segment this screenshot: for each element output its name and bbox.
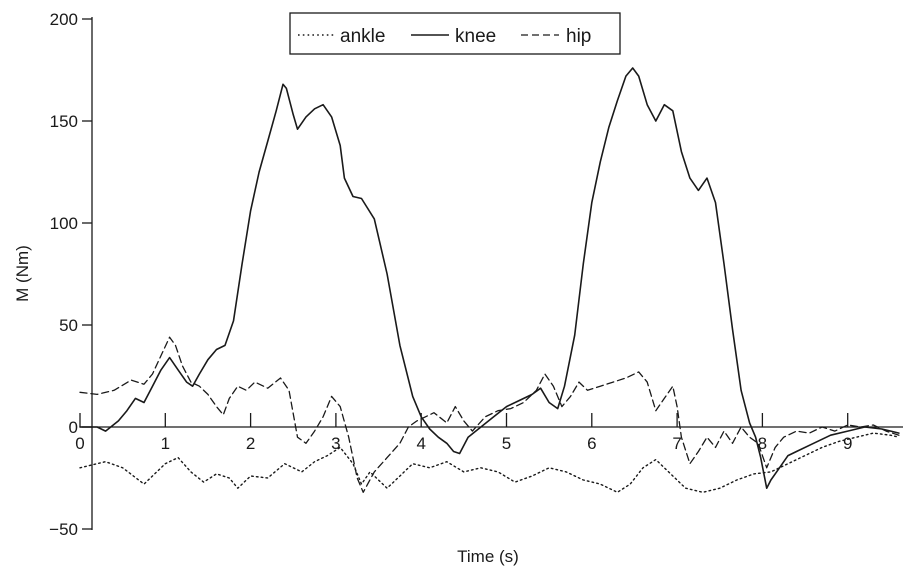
- x-tick-label: 7: [672, 434, 681, 453]
- x-tick-label: 1: [161, 434, 170, 453]
- x-tick-label: 4: [416, 434, 425, 453]
- legend-box: [289, 12, 621, 55]
- legend-label-knee: knee: [455, 26, 496, 47]
- hip-series-line: [79, 336, 900, 493]
- y-tick-label: 50: [59, 316, 78, 335]
- y-tick-label: 0: [69, 418, 78, 437]
- x-tick-label: 5: [502, 434, 511, 453]
- x-axis-label: Time (s): [457, 547, 519, 566]
- ankle-series-line: [79, 432, 900, 493]
- series-layer: [79, 67, 900, 493]
- legend-label-hip: hip: [566, 26, 591, 47]
- x-tick-label: 2: [246, 434, 255, 453]
- knee-series-line: [79, 67, 900, 489]
- axes: −50 0 50 100 150 200 0 1 2 3 4 5 6 7 8 9: [49, 10, 903, 539]
- x-tick-label: 6: [587, 434, 596, 453]
- x-tick-label: 8: [758, 434, 767, 453]
- legend-label-ankle: ankle: [340, 26, 385, 47]
- y-tick-label: 200: [50, 10, 78, 29]
- y-tick-label: −50: [49, 520, 78, 539]
- y-axis-label: M (Nm): [13, 245, 32, 302]
- x-tick-label: 3: [331, 434, 340, 453]
- y-tick-label: 150: [50, 112, 78, 131]
- x-tick-label: 0: [75, 434, 84, 453]
- x-tick-label: 9: [843, 434, 852, 453]
- legend: ankle knee hip: [289, 12, 621, 55]
- y-tick-label: 100: [50, 214, 78, 233]
